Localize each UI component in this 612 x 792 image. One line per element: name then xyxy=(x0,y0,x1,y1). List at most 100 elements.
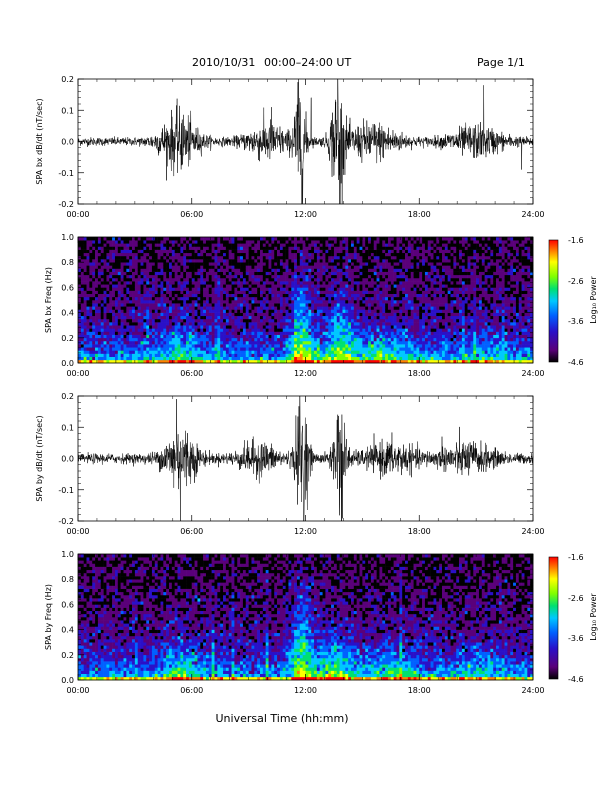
heatmap-cell xyxy=(180,350,184,354)
heatmap-cell xyxy=(328,271,332,276)
heatmap-cell xyxy=(95,262,99,266)
heatmap-cell xyxy=(188,243,193,247)
heatmap-cell xyxy=(220,350,224,354)
heatmap-cell xyxy=(228,252,232,257)
heatmap-cell xyxy=(336,296,340,301)
heatmap-cell xyxy=(325,306,329,310)
heatmap-cell xyxy=(112,337,116,342)
heatmap-cell xyxy=(129,293,133,298)
heatmap-cell xyxy=(129,237,133,241)
heatmap-cell xyxy=(274,271,278,276)
heatmap-cell xyxy=(208,293,212,298)
heatmap-cell xyxy=(203,240,207,244)
heatmap-cell xyxy=(214,309,218,313)
heatmap-cell xyxy=(279,287,284,291)
heatmap-cell xyxy=(117,328,121,332)
heatmap-cell xyxy=(132,331,136,335)
heatmap-cell xyxy=(296,350,301,354)
heatmap-cell xyxy=(214,243,218,247)
heatmap-cell xyxy=(285,259,289,263)
heatmap-cell xyxy=(146,334,150,339)
heatmap-cell xyxy=(379,350,383,354)
heatmap-cell xyxy=(157,331,161,335)
heatmap-cell xyxy=(387,337,392,342)
heatmap-cell xyxy=(171,262,175,266)
heatmap-cell xyxy=(251,249,255,254)
heatmap-cell xyxy=(319,259,323,263)
heatmap-cell xyxy=(299,353,303,357)
heatmap-cell xyxy=(260,331,264,335)
heatmap-cell xyxy=(410,312,414,317)
heatmap-cell xyxy=(314,306,318,310)
heatmap-cell xyxy=(262,328,266,332)
heatmap-cell xyxy=(208,265,212,269)
heatmap-cell xyxy=(200,344,204,348)
heatmap-cell xyxy=(160,237,164,241)
heatmap-cell xyxy=(362,334,366,339)
heatmap-cell xyxy=(186,312,190,317)
heatmap-cell xyxy=(342,312,346,317)
heatmap-cell xyxy=(169,334,173,339)
heatmap-cell xyxy=(387,287,392,291)
heatmap-cell xyxy=(183,359,187,364)
heatmap-cell xyxy=(194,274,198,279)
heatmap-cell xyxy=(294,353,298,357)
heatmap-cell xyxy=(205,309,210,313)
heatmap-cell xyxy=(268,246,272,250)
heatmap-cell xyxy=(205,312,210,317)
heatmap-cell xyxy=(80,290,84,294)
heatmap-cell xyxy=(197,347,201,351)
heatmap-cell xyxy=(322,315,326,320)
heatmap-cell xyxy=(274,347,278,351)
heatmap-cell xyxy=(387,281,392,285)
heatmap-cell xyxy=(342,340,346,345)
heatmap-cell xyxy=(129,277,133,282)
heatmap-cell xyxy=(191,350,195,354)
heatmap-cell xyxy=(342,237,346,241)
heatmap-cell xyxy=(126,337,130,342)
heatmap-cell xyxy=(402,340,406,345)
heatmap-cell xyxy=(405,318,409,323)
heatmap-cell xyxy=(342,331,346,335)
heatmap-cell xyxy=(339,293,343,298)
heatmap-cell xyxy=(416,318,420,323)
heatmap-cell xyxy=(245,271,249,276)
heatmap-cell xyxy=(373,246,377,250)
heatmap-cell xyxy=(112,262,116,266)
heatmap-cell xyxy=(95,300,99,304)
heatmap-cell xyxy=(174,356,178,361)
heatmap-cell xyxy=(311,281,315,285)
heatmap-cell xyxy=(416,255,420,260)
heatmap-cell xyxy=(205,347,210,351)
heatmap-cell xyxy=(319,255,323,260)
heatmap-cell xyxy=(180,337,184,342)
heatmap-cell xyxy=(379,334,383,339)
heatmap-cell xyxy=(134,268,139,272)
heatmap-cell xyxy=(336,287,340,291)
heatmap-cell xyxy=(183,325,187,329)
heatmap-cell xyxy=(109,309,113,313)
heatmap-cell xyxy=(365,265,369,269)
heatmap-cell xyxy=(288,246,292,250)
heatmap-cell xyxy=(123,356,127,361)
heatmap-cell xyxy=(169,350,173,354)
heatmap-cell xyxy=(214,237,218,241)
heatmap-cell xyxy=(228,353,232,357)
heatmap-cell xyxy=(299,293,303,298)
heatmap-cell xyxy=(217,240,221,244)
heatmap-cell xyxy=(126,353,130,357)
heatmap-cell xyxy=(109,284,113,288)
heatmap-cell xyxy=(129,328,133,332)
heatmap-cell xyxy=(370,290,375,294)
heatmap-cell xyxy=(169,268,173,272)
heatmap-cell xyxy=(174,274,178,279)
heatmap-cell xyxy=(140,356,144,361)
heatmap-cell xyxy=(234,290,238,294)
heatmap-cell xyxy=(100,356,104,361)
heatmap-cell xyxy=(331,309,335,313)
heatmap-cell xyxy=(251,300,255,304)
heatmap-cell xyxy=(356,281,360,285)
heatmap-cell xyxy=(277,268,281,272)
heatmap-cell xyxy=(422,309,426,313)
heatmap-cell xyxy=(319,296,323,301)
